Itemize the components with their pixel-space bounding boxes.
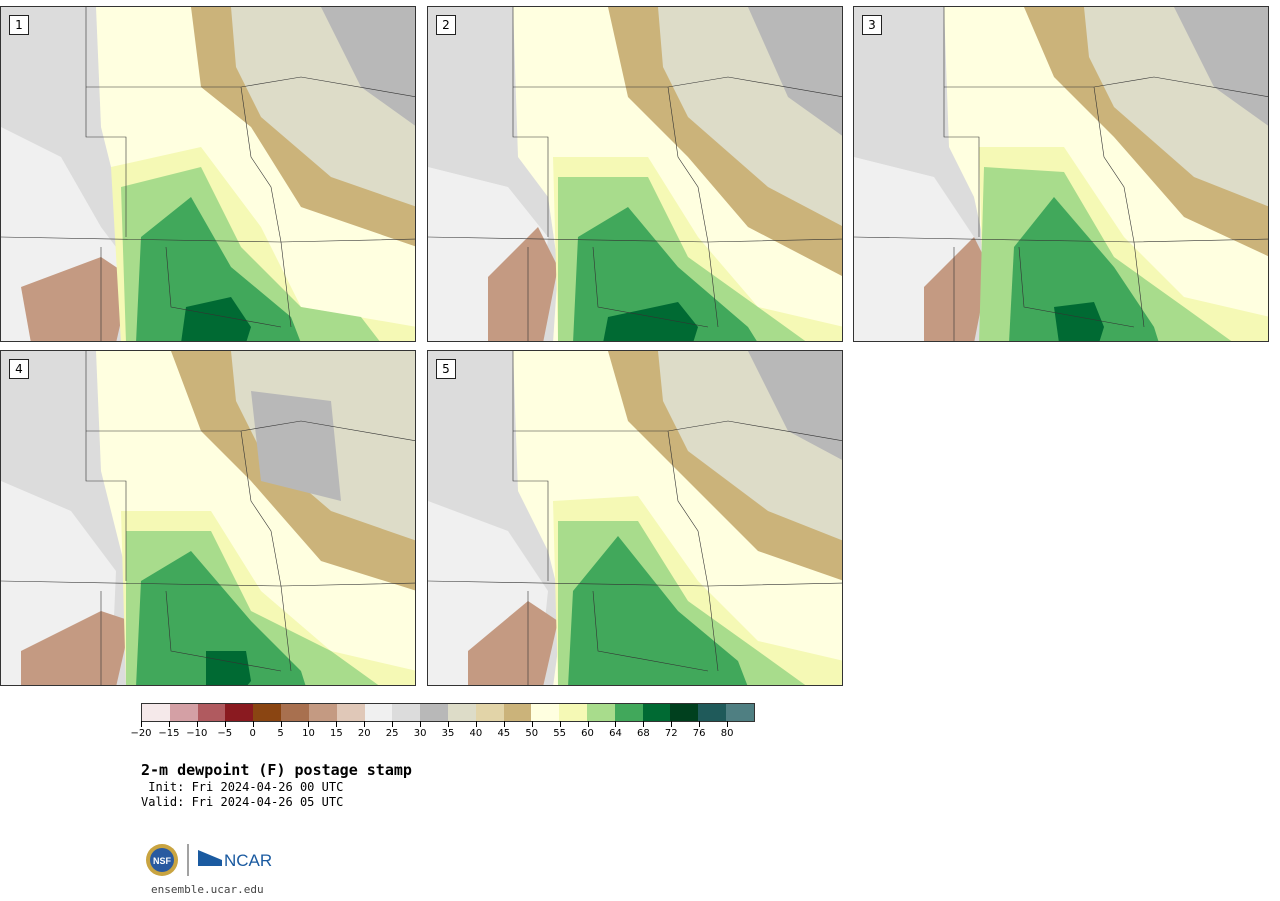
colorbar-tick bbox=[252, 721, 254, 727]
dewpoint-map-1 bbox=[1, 7, 415, 341]
colorbar-tick-label: 68 bbox=[636, 728, 650, 739]
map-panel-3: 3 bbox=[853, 6, 1269, 342]
init-time: Init: Fri 2024-04-26 00 UTC bbox=[141, 780, 344, 794]
colorbar-tick-label: 45 bbox=[497, 728, 511, 739]
colorbar-tick-label: 50 bbox=[525, 728, 539, 739]
colorbar-tick bbox=[587, 721, 589, 727]
colorbar-tick bbox=[503, 721, 505, 727]
colorbar-tick-label: 72 bbox=[664, 728, 678, 739]
colorbar-tick bbox=[168, 721, 170, 727]
colorbar-tick bbox=[671, 721, 673, 727]
colorbar-tick bbox=[727, 721, 729, 727]
colorbar-swatch bbox=[169, 704, 198, 721]
colorbar-swatch bbox=[225, 704, 254, 721]
colorbar-tick-label: 64 bbox=[609, 728, 622, 739]
colorbar-tick bbox=[643, 721, 645, 727]
colorbar-swatch bbox=[475, 704, 504, 721]
colorbar-tick bbox=[336, 721, 338, 727]
colorbar-tick-label: 76 bbox=[692, 728, 706, 739]
colorbar-swatch bbox=[698, 704, 727, 721]
colorbar-tick bbox=[559, 721, 561, 727]
dewpoint-map-5 bbox=[428, 351, 842, 685]
panel-number: 4 bbox=[9, 359, 29, 379]
map-panel-4: 4 bbox=[0, 350, 416, 686]
panel-number: 5 bbox=[436, 359, 456, 379]
colorbar-swatch bbox=[614, 704, 643, 721]
map-panel-1: 1 bbox=[0, 6, 416, 342]
colorbar-tick bbox=[615, 721, 617, 727]
colorbar-swatch bbox=[503, 704, 532, 721]
map-panel-2: 2 bbox=[427, 6, 843, 342]
colorbar-tick bbox=[308, 721, 310, 727]
colorbar-swatch bbox=[531, 704, 560, 721]
colorbar-tick-label: 25 bbox=[385, 728, 399, 739]
chart-title: 2-m dewpoint (F) postage stamp bbox=[141, 761, 412, 779]
colorbar-swatch bbox=[670, 704, 699, 721]
valid-time: Valid: Fri 2024-04-26 05 UTC bbox=[141, 795, 344, 809]
dewpoint-map-3 bbox=[854, 7, 1268, 341]
colorbar-swatch bbox=[559, 704, 587, 721]
colorbar-tick bbox=[420, 721, 422, 727]
colorbar-tick-label: 0 bbox=[249, 728, 256, 739]
colorbar-swatch bbox=[197, 704, 226, 721]
colorbar-tick-label: −15 bbox=[158, 728, 180, 739]
colorbar-tick-label: 55 bbox=[553, 728, 566, 739]
colorbar-tick bbox=[699, 721, 701, 727]
dewpoint-map-4 bbox=[1, 351, 415, 685]
colorbar bbox=[141, 703, 755, 722]
colorbar-swatch bbox=[726, 704, 754, 721]
colorbar-swatch bbox=[364, 704, 393, 721]
colorbar-tick bbox=[475, 721, 477, 727]
colorbar-swatch bbox=[281, 704, 309, 721]
colorbar-tick-label: 30 bbox=[413, 728, 427, 739]
colorbar-swatch bbox=[642, 704, 671, 721]
map-panel-5: 5 bbox=[427, 350, 843, 686]
colorbar-tick-label: −5 bbox=[217, 728, 233, 739]
colorbar-swatch bbox=[142, 704, 170, 721]
dewpoint-map-2 bbox=[428, 7, 842, 341]
colorbar-tick bbox=[224, 721, 226, 727]
colorbar-tick bbox=[196, 721, 198, 727]
colorbar-swatch bbox=[447, 704, 476, 721]
colorbar-tick bbox=[280, 721, 282, 727]
colorbar-ticks: −20 −15 −10 −5 0 5 10 15 20 25 30 35 40 45 50 55 60 64 68 7… bbox=[130, 721, 755, 741]
colorbar-tick-label: 35 bbox=[441, 728, 455, 739]
colorbar-tick bbox=[531, 721, 533, 727]
colorbar-tick bbox=[141, 721, 142, 727]
colorbar-tick bbox=[392, 721, 394, 727]
logo-graphic: NSF NCAR bbox=[146, 844, 272, 876]
colorbar-swatch bbox=[392, 704, 421, 721]
colorbar-tick-label: 15 bbox=[329, 728, 343, 739]
colorbar-swatch bbox=[308, 704, 337, 721]
panel-number: 3 bbox=[862, 15, 882, 35]
colorbar-swatch bbox=[336, 704, 365, 721]
colorbar-tick-label: 80 bbox=[720, 728, 734, 739]
colorbar-swatch bbox=[587, 704, 615, 721]
panel-number: 1 bbox=[9, 15, 29, 35]
colorbar-tick bbox=[364, 721, 366, 727]
ncar-text: NCAR bbox=[224, 851, 272, 870]
colorbar-tick-label: 60 bbox=[581, 728, 594, 739]
colorbar-tick bbox=[448, 721, 449, 727]
colorbar-swatch bbox=[420, 704, 448, 721]
colorbar-tick-label: 20 bbox=[357, 728, 371, 739]
nsf-text: NSF bbox=[153, 856, 172, 866]
colorbar-tick-label: 40 bbox=[469, 728, 483, 739]
nsf-ncar-logo: NSF NCAR bbox=[144, 842, 274, 880]
colorbar-tick-label: −10 bbox=[186, 728, 208, 739]
site-url: ensemble.ucar.edu bbox=[151, 883, 264, 896]
colorbar-swatch bbox=[253, 704, 282, 721]
colorbar-tick-label: 5 bbox=[277, 728, 284, 739]
panel-number: 2 bbox=[436, 15, 456, 35]
colorbar-tick-label: −20 bbox=[130, 728, 152, 739]
colorbar-tick-label: 10 bbox=[302, 728, 315, 739]
